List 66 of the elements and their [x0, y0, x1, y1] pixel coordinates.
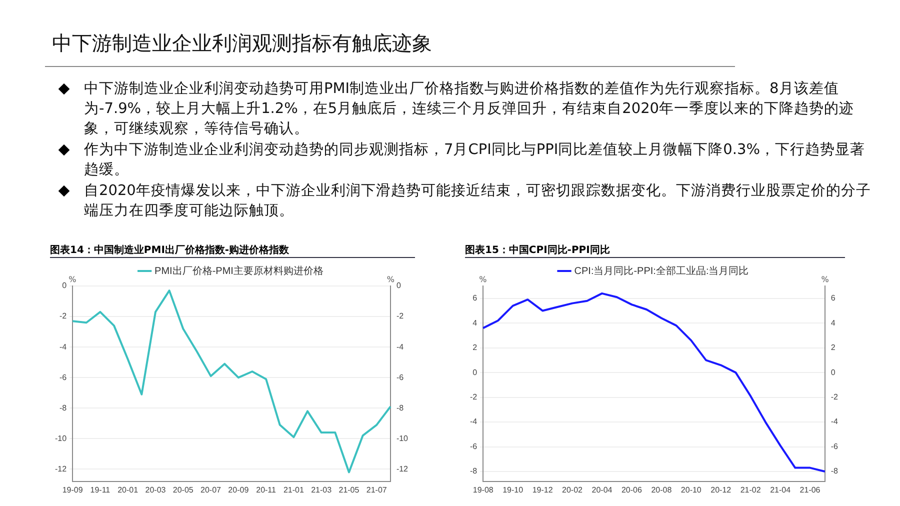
y-tick-label: -2 — [470, 392, 478, 402]
text: 自2020年疫情爆发以来，中下游企业利润下滑趋势可能接近结束，可密切跟踪数据变化。下游消费行业股票定价的分子端压力在四季度可能边际触顶。 — [84, 182, 872, 221]
legend-label: PMI出厂价格-PMI主要原材料购进价格 — [154, 264, 324, 277]
x-tick-label: 21-04 — [770, 485, 792, 494]
x-tick-label: 19-09 — [62, 485, 84, 494]
y-tick-label: -6 — [59, 372, 68, 382]
y-tick-label: 4 — [472, 318, 478, 328]
y2-tick-label: 0 — [396, 281, 402, 290]
x-tick-label: 20-01 — [118, 485, 139, 494]
text: 中下游制造业企业利润观测指标有触底迹象 — [52, 30, 432, 57]
x-tick-label: 21-06 — [800, 485, 821, 494]
y2-tick-label: -12 — [396, 464, 409, 474]
y-tick-label: -2 — [59, 312, 68, 321]
x-tick-label: 20-09 — [228, 485, 250, 494]
y-tick-label: -10 — [55, 434, 68, 443]
y-tick-label: -12 — [55, 464, 68, 474]
chart-title: 图表15：中国CPI同比-PPI同比 — [465, 243, 845, 258]
y2-tick-label: -8 — [830, 466, 839, 476]
y2-tick-label: -10 — [396, 434, 409, 443]
y2-tick-label: -2 — [396, 312, 404, 321]
y2-tick-label: -2 — [830, 392, 839, 402]
x-tick-label: 20-05 — [172, 485, 194, 494]
y-tick-label: 2 — [472, 343, 478, 352]
x-tick-label: 20-10 — [680, 485, 702, 494]
y2-tick-label: 2 — [830, 343, 836, 352]
y2-axis-title: % — [821, 275, 830, 284]
y2-tick-label: -8 — [396, 403, 404, 412]
y2-tick-label: -4 — [396, 342, 404, 352]
y-tick-label: -8 — [59, 403, 68, 412]
x-tick-label: 20-06 — [621, 485, 642, 494]
y2-tick-label: -6 — [830, 442, 839, 451]
y2-tick-label: -6 — [396, 372, 404, 382]
x-tick-label: 19-08 — [472, 485, 494, 494]
chart-title: 图表14：中国制造业PMI出厂价格指数-购进价格指数 — [50, 243, 415, 258]
x-tick-label: 21-03 — [311, 485, 332, 494]
y2-tick-label: 6 — [830, 294, 836, 303]
y-axis-title: % — [68, 275, 77, 284]
y-tick-label: -4 — [59, 342, 68, 352]
x-tick-label: 20-07 — [200, 485, 222, 494]
x-tick-label: 21-05 — [338, 485, 360, 494]
x-tick-label: 19-11 — [90, 485, 111, 494]
y-tick-label: 0 — [472, 368, 478, 377]
y2-axis-title: % — [386, 275, 395, 284]
y2-tick-label: -4 — [830, 417, 839, 426]
x-tick-label: 21-01 — [283, 485, 304, 494]
x-tick-label: 20-12 — [710, 485, 732, 494]
x-tick-label: 19-12 — [532, 485, 554, 494]
y-tick-label: -8 — [470, 466, 478, 476]
y-tick-label: -6 — [470, 442, 478, 451]
legend-label: CPI:当月同比-PPI:全部工业品:当月同比 — [574, 264, 749, 277]
text: 中下游制造业企业利润变动趋势可用PMI制造业出厂价格指数与购进价格指数的差值作为先行观察指标。8月该差值为-7.9%，较上月大幅上升1.2%，在5月触底后，连续三个月反弹回升，有结束自2020年一季度以来的下降趋势的迹象，可继续观察，等待信号确认。 — [84, 80, 856, 139]
x-tick-label: 20-04 — [592, 485, 613, 494]
y-tick-label: -4 — [470, 417, 478, 426]
x-tick-label: 20-11 — [256, 485, 277, 494]
y-tick-label: 0 — [62, 281, 68, 290]
text: 作为中下游制造业企业利润变动趋势的同步观测指标，7月CPI同比与PPI同比差值较上月微幅下降0.3%，下行趋势显著趋缓。 — [84, 140, 866, 180]
y-tick-label: 6 — [472, 294, 478, 303]
x-tick-label: 20-03 — [145, 485, 166, 494]
y2-tick-label: 0 — [830, 368, 836, 377]
y-axis-title: % — [479, 275, 488, 284]
x-tick-label: 20-08 — [651, 485, 672, 494]
x-tick-label: 20-02 — [562, 485, 584, 494]
x-tick-label: 19-10 — [502, 485, 524, 494]
y2-tick-label: 4 — [830, 318, 836, 328]
x-tick-label: 21-02 — [740, 485, 762, 494]
x-tick-label: 21-07 — [366, 485, 388, 494]
